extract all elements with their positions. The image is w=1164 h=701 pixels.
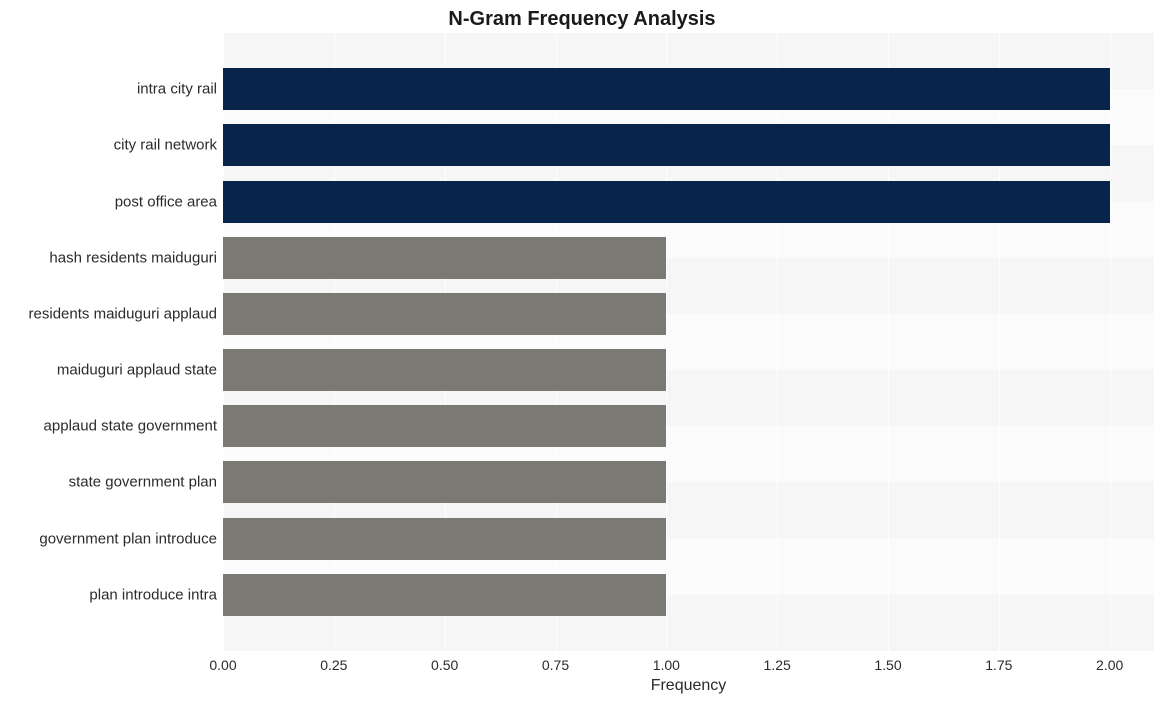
chart-title: N-Gram Frequency Analysis [0, 8, 1164, 31]
y-tick-label: maiduguri applaud state [0, 363, 217, 378]
y-tick-label: plan introduce intra [0, 587, 217, 602]
x-axis-label: Frequency [651, 677, 727, 695]
bar [223, 181, 1110, 223]
bar [223, 518, 666, 560]
y-tick-label: post office area [0, 194, 217, 209]
bar [223, 237, 666, 279]
x-tick-label: 0.00 [209, 657, 236, 673]
bar [223, 461, 666, 503]
y-tick-label: state government plan [0, 475, 217, 490]
y-tick-label: city rail network [0, 138, 217, 153]
x-tick-label: 1.00 [653, 657, 680, 673]
bar [223, 349, 666, 391]
bar [223, 293, 666, 335]
y-tick-label: intra city rail [0, 82, 217, 97]
y-tick-label: government plan introduce [0, 531, 217, 546]
y-tick-label: residents maiduguri applaud [0, 306, 217, 321]
bar [223, 124, 1110, 166]
bar [223, 574, 666, 616]
plot-area [223, 33, 1154, 651]
x-tick-label: 0.50 [431, 657, 458, 673]
x-tick-label: 1.75 [985, 657, 1012, 673]
ngram-frequency-chart: N-Gram Frequency Analysis intra city rai… [0, 0, 1164, 701]
x-tick-label: 1.50 [874, 657, 901, 673]
y-tick-label: hash residents maiduguri [0, 250, 217, 265]
x-tick-label: 0.75 [542, 657, 569, 673]
bar [223, 68, 1110, 110]
y-tick-label: applaud state government [0, 419, 217, 434]
x-tick-label: 2.00 [1096, 657, 1123, 673]
gridline [1110, 33, 1111, 651]
x-tick-label: 0.25 [320, 657, 347, 673]
bar [223, 405, 666, 447]
x-tick-label: 1.25 [764, 657, 791, 673]
